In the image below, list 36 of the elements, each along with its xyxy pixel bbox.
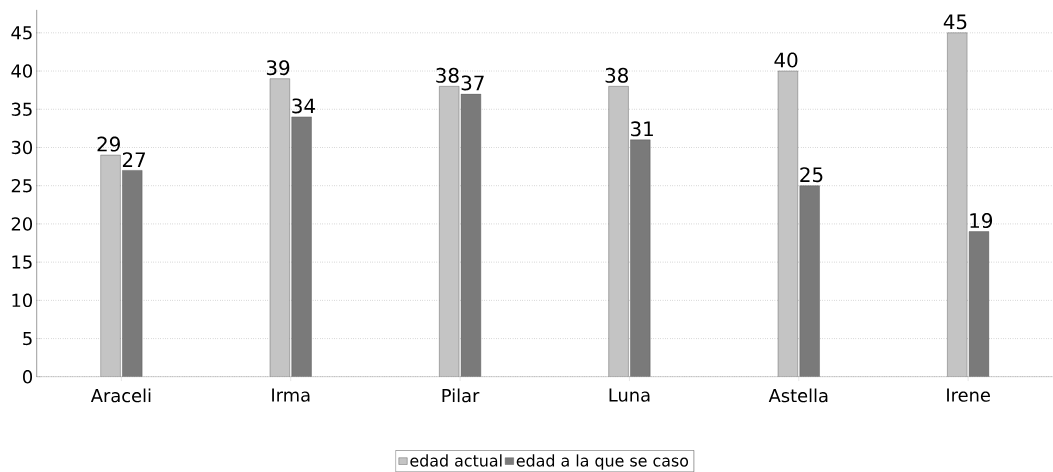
data-label: 29 [97, 136, 120, 152]
bar [608, 86, 629, 377]
y-tick-label: 15 [12, 255, 32, 269]
data-label: 39 [266, 60, 290, 76]
y-tick-label: 5 [23, 331, 32, 346]
y-tick-label: 30 [11, 140, 33, 155]
x-tick-label: Irene [947, 388, 990, 402]
bar [100, 154, 121, 377]
data-label: 34 [292, 98, 315, 114]
data-label: 31 [631, 121, 653, 137]
data-label: 25 [800, 167, 823, 183]
x-tick-label: Luna [609, 388, 650, 402]
y-tick-label: 45 [11, 26, 32, 40]
y-tick-label: 25 [11, 178, 32, 193]
bar [777, 70, 798, 377]
data-label: 38 [436, 67, 459, 83]
data-label: 45 [943, 14, 967, 30]
data-label: 27 [122, 152, 145, 167]
bar [947, 32, 968, 377]
x-tick-label: Pilar [442, 388, 480, 403]
x-tick-label: Irma [272, 388, 310, 402]
x-tick-label: Araceli [90, 388, 151, 403]
bar [439, 86, 460, 377]
legend-label: edad a la que se caso [516, 454, 689, 470]
x-tick-label: Astella [768, 388, 828, 403]
data-label: 37 [461, 75, 484, 91]
data-label: 38 [605, 67, 628, 83]
legend-label: edad actual [410, 454, 502, 467]
y-tick-label: 0 [23, 370, 33, 384]
bar [269, 78, 290, 377]
data-label: 40 [774, 52, 798, 68]
y-tick-label: 35 [11, 102, 32, 116]
y-tick-label: 40 [11, 64, 33, 78]
y-tick-label: 10 [12, 293, 33, 308]
y-tick-label: 20 [11, 217, 33, 231]
data-label: 19 [970, 213, 993, 229]
